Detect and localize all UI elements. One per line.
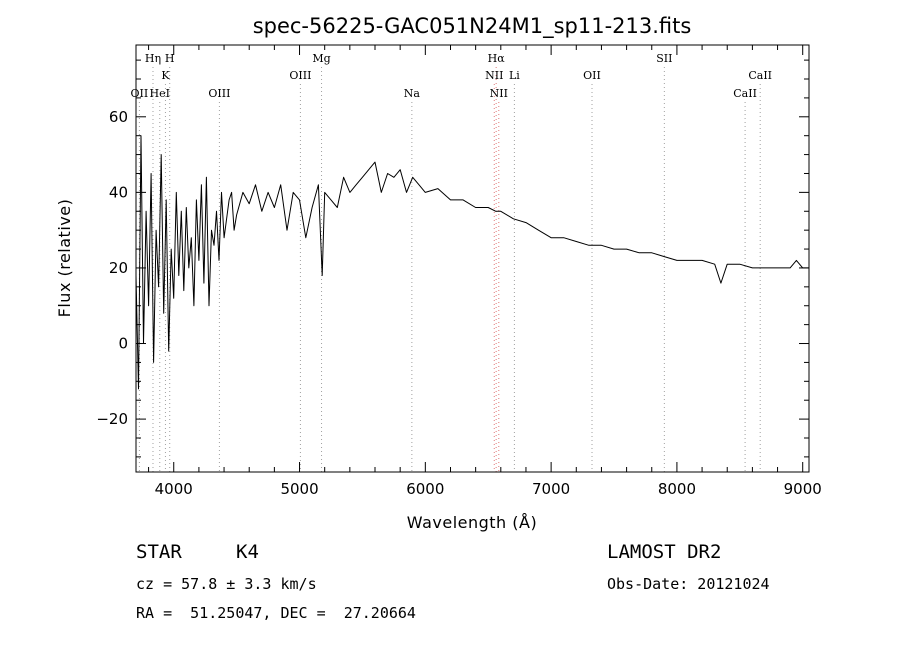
spectral-line-label: Mg xyxy=(312,52,330,65)
spectral-line-label: K xyxy=(161,69,170,82)
y-tick-label: 60 xyxy=(109,108,128,126)
spectral-line-label: Li xyxy=(509,69,520,82)
spectral-line-label: OIII xyxy=(289,69,311,82)
coordinates-readout: RA = 51.25047, DEC = 27.20664 xyxy=(136,604,416,622)
y-tick-label: 20 xyxy=(109,259,128,277)
spectral-line-label: H xyxy=(165,52,175,65)
spectrum-line xyxy=(135,135,809,390)
survey-name: LAMOST DR2 xyxy=(607,541,722,563)
x-axis-label: Wavelength (Å) xyxy=(407,513,537,532)
spectral-line-label: CaII xyxy=(733,87,757,100)
spectral-line-label: SII xyxy=(656,52,672,65)
chart-title: spec-56225-GAC051N24M1_sp11-213.fits xyxy=(253,14,692,39)
y-tick-label: −20 xyxy=(96,410,128,428)
spectral-line-label: HeI xyxy=(150,87,170,100)
spectral-line-label: OIII xyxy=(208,87,230,100)
x-tick-label: 9000 xyxy=(784,480,822,498)
spectral-line-label: OII xyxy=(583,69,601,82)
y-tick-label: 40 xyxy=(109,183,128,201)
spectral-line-label: NII xyxy=(490,87,508,100)
x-tick-label: 7000 xyxy=(532,480,570,498)
spectral-line-label: OII xyxy=(131,87,149,100)
x-tick-label: 8000 xyxy=(658,480,696,498)
spectral-line-label: NII xyxy=(485,69,503,82)
series-layer xyxy=(135,135,809,390)
object-subclass: K4 xyxy=(236,541,259,563)
y-axis-label: Flux (relative) xyxy=(55,199,74,318)
observation-date: Obs-Date: 20121024 xyxy=(607,575,770,593)
y-tick-label: 0 xyxy=(118,335,128,353)
object-class: STAR xyxy=(136,541,182,563)
axis-ticks: 4000 5000 6000 7000 8000 9000 −20 0 20 40 60 xyxy=(96,45,822,498)
spectral-line-label: Na xyxy=(404,87,421,100)
redshift-readout: cz = 57.8 ± 3.3 km/s xyxy=(136,575,317,593)
x-tick-label: 5000 xyxy=(280,480,318,498)
spectral-line-label: Hα xyxy=(488,52,506,65)
spectral-line-label: Hη xyxy=(145,52,161,65)
spectral-line-label: CaII xyxy=(748,69,772,82)
plot-frame xyxy=(135,44,810,473)
x-tick-label: 6000 xyxy=(406,480,444,498)
x-tick-label: 4000 xyxy=(155,480,193,498)
